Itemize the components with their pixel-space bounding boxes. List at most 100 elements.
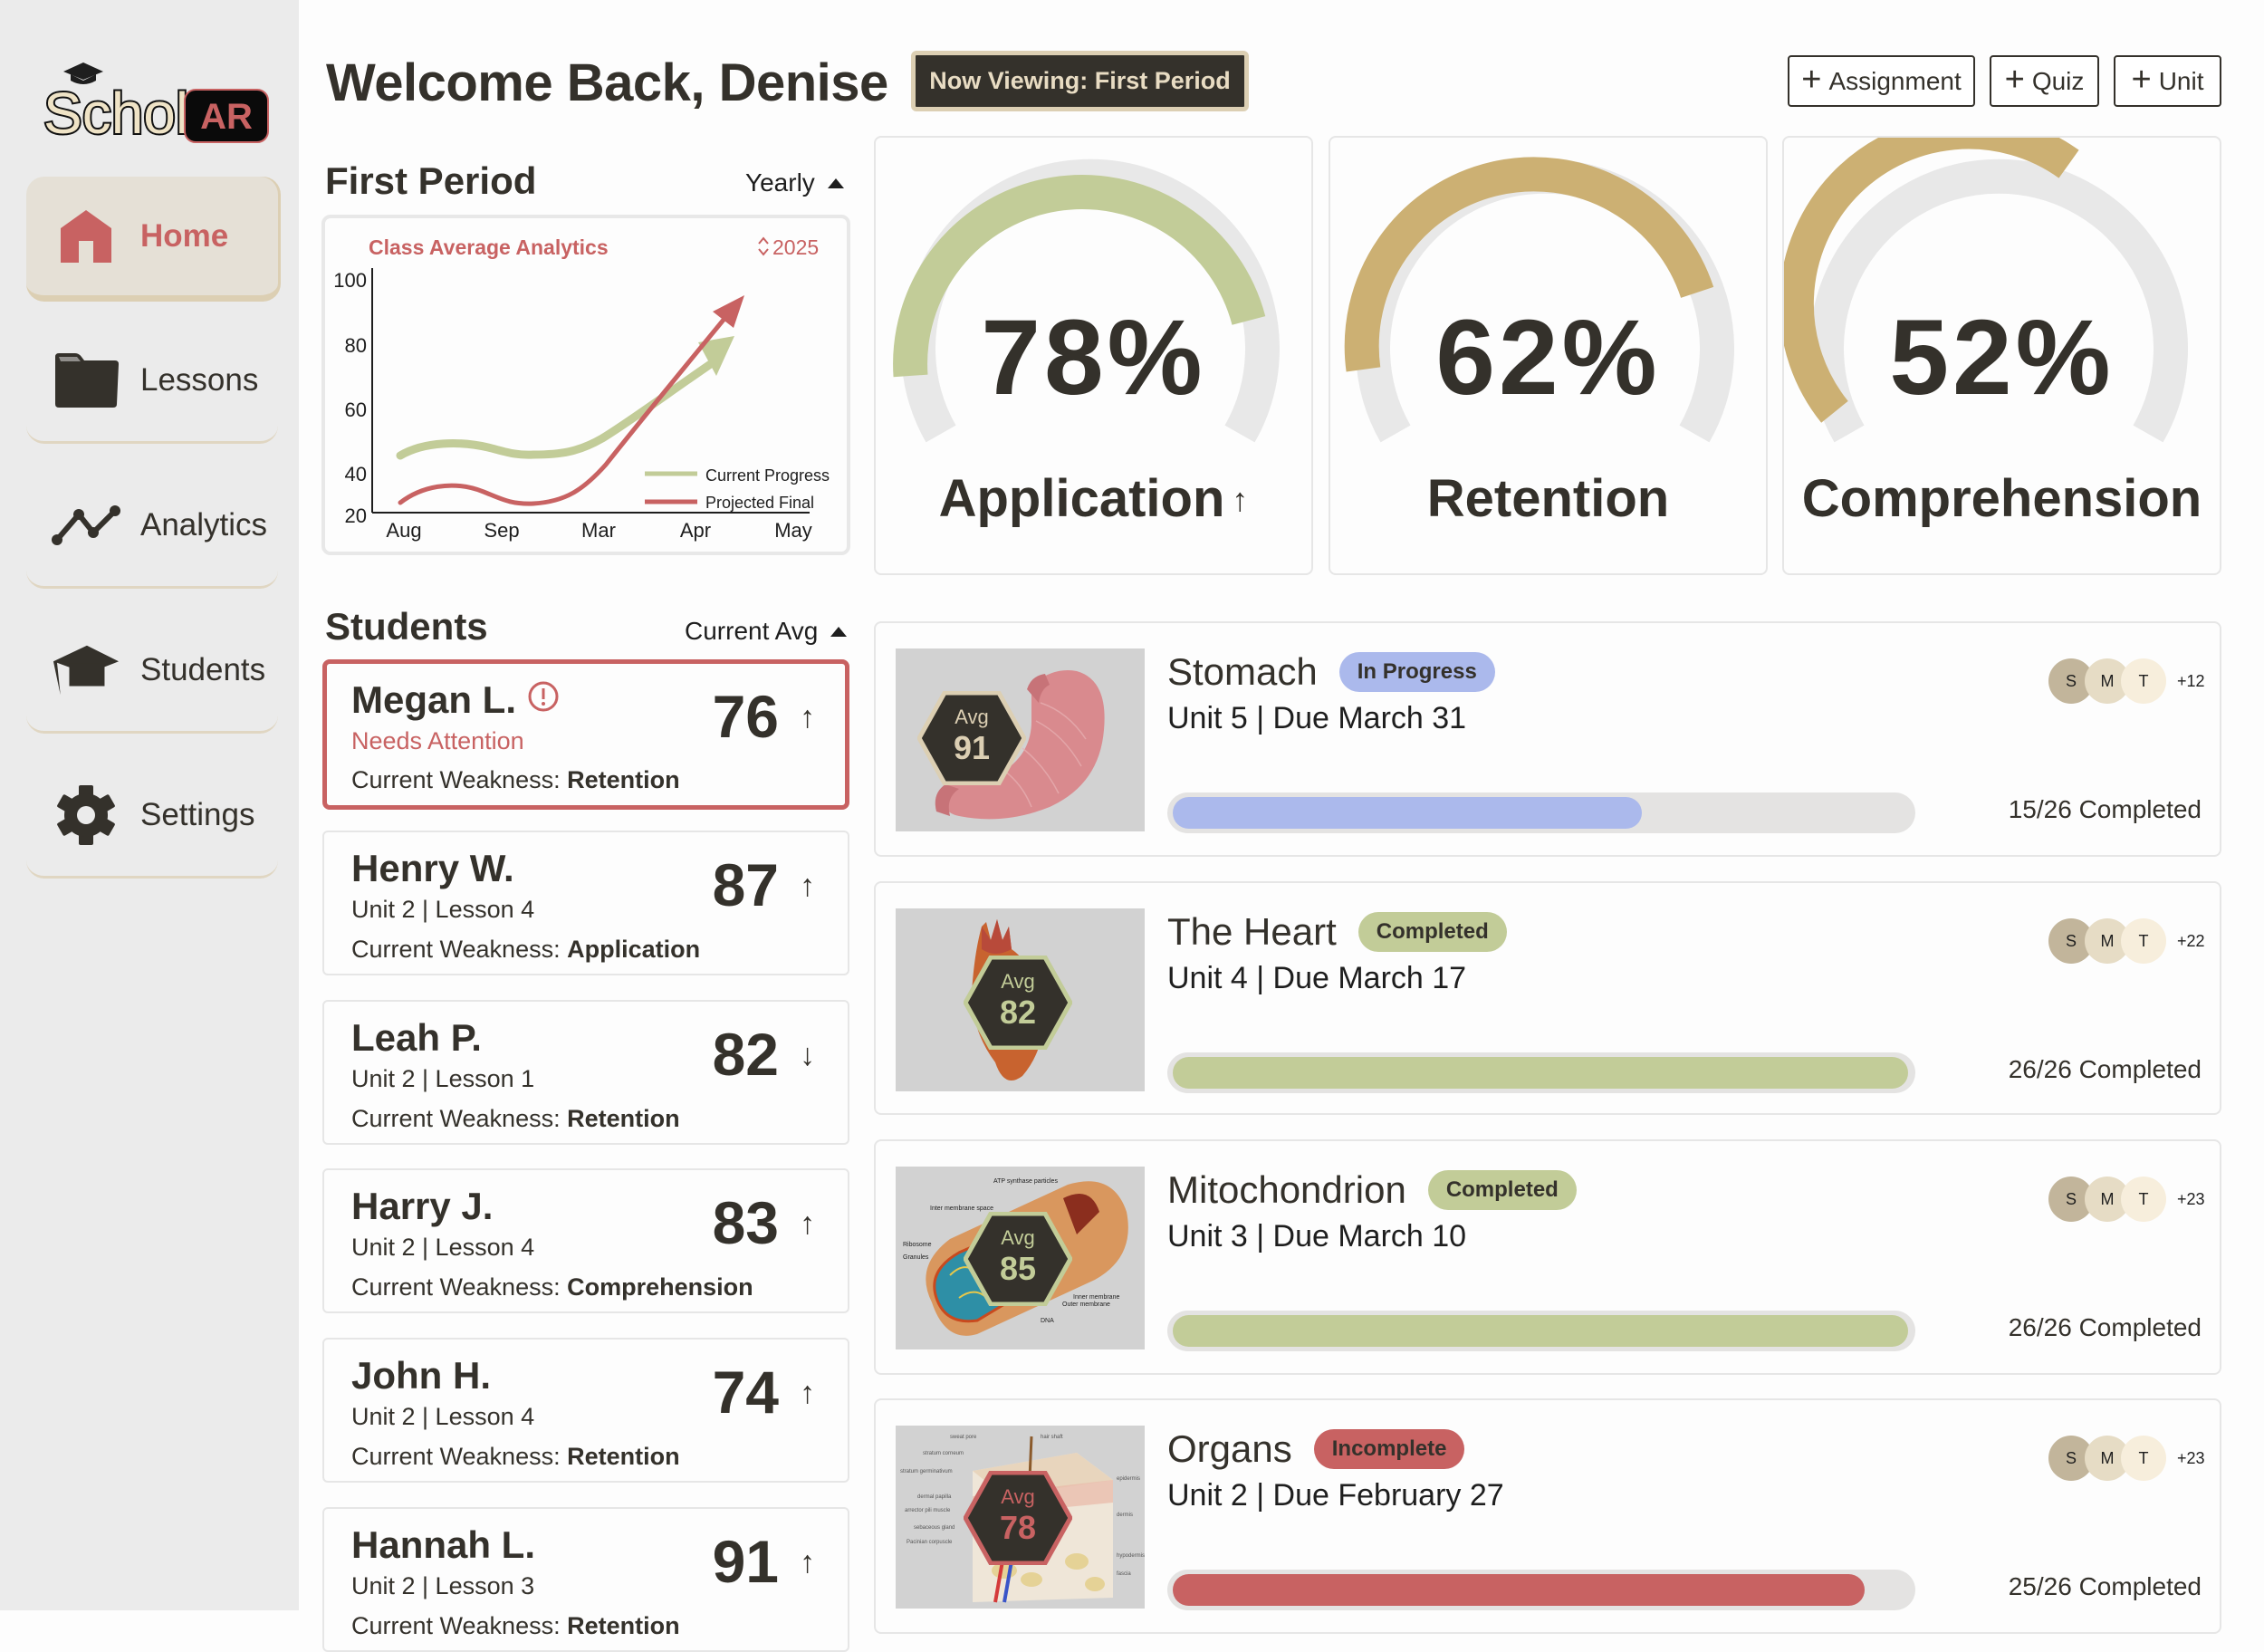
now-viewing-badge[interactable]: Now Viewing: First Period <box>911 51 1249 111</box>
svg-text:2025: 2025 <box>772 235 819 259</box>
svg-text:Granules: Granules <box>903 1254 929 1261</box>
completed-count: 26/26 Completed <box>2008 1055 2202 1083</box>
sidebar-item-label: Lessons <box>140 361 259 398</box>
svg-text:arrector pili muscle: arrector pili muscle <box>905 1508 951 1513</box>
svg-text:Schol: Schol <box>43 81 188 145</box>
sidebar-item-label: Analytics <box>140 506 268 543</box>
gauge-comprehension[interactable]: 52% Comprehension <box>1782 136 2221 575</box>
student-name: John H. <box>351 1354 491 1397</box>
current-avg-sort[interactable]: Current Avg <box>685 617 848 646</box>
app-logo[interactable]: Schol AR <box>38 50 273 148</box>
gauge-ring <box>893 158 1280 443</box>
student-score: 74 <box>712 1359 779 1426</box>
lesson-title: The Heart <box>1167 910 1337 953</box>
home-icon <box>52 207 120 265</box>
svg-text:ATP synthase particles: ATP synthase particles <box>993 1178 1058 1185</box>
chart-title: Class Average Analytics <box>369 235 609 259</box>
student-card-hannah[interactable]: Hannah L. Unit 2 | Lesson 3 Current Weak… <box>322 1507 849 1652</box>
page-title: Welcome Back, Denise <box>326 53 888 112</box>
student-progress: Unit 2 | Lesson 3 <box>351 1572 535 1599</box>
student-name: Hannah L. <box>351 1523 536 1566</box>
sidebar-item-analytics[interactable]: Analytics <box>26 464 278 589</box>
lesson-subtitle: Unit 5 | Due March 31 <box>1167 701 1467 735</box>
gauge-value: 52% <box>1889 298 2115 418</box>
svg-text:Ribosome: Ribosome <box>903 1242 932 1248</box>
yearly-dropdown[interactable]: Yearly <box>745 168 844 197</box>
gauge-ring <box>1344 157 1734 443</box>
gauge-label: Retention <box>1426 469 1670 528</box>
lesson-card-mitochondrion[interactable]: ATP synthase particles Inter membrane spa… <box>874 1139 2221 1375</box>
more-count: +12 <box>2177 671 2205 690</box>
svg-text:May: May <box>774 519 812 542</box>
trend-up-icon: ↑ <box>800 1545 815 1580</box>
skin-diagram-image: sweat pore hair shaft stratum corneum strat… <box>896 1426 1145 1609</box>
sidebar-item-settings[interactable]: Settings <box>26 754 278 879</box>
caret-up-icon <box>827 178 844 188</box>
completed-count: 26/26 Completed <box>2008 1313 2202 1341</box>
student-score: 91 <box>712 1528 779 1595</box>
gauge-value: 78% <box>981 298 1206 418</box>
students-heading: Students <box>325 605 488 648</box>
sidebar-item-home[interactable]: Home <box>26 177 278 302</box>
plus-icon: + <box>2004 60 2025 99</box>
lesson-title: Stomach <box>1167 650 1318 693</box>
chart-legend: Current Progress Projected Final <box>645 466 830 512</box>
avatar-group[interactable]: S M T +22 <box>2048 917 2205 965</box>
sidebar-item-label: Students <box>140 651 266 687</box>
line-chart-icon <box>52 496 120 554</box>
svg-text:Pacinian corpuscle: Pacinian corpuscle <box>907 1540 953 1545</box>
lesson-subtitle: Unit 4 | Due March 17 <box>1167 961 1467 995</box>
student-card-henry[interactable]: Henry W. Unit 2 | Lesson 4 Current Weakn… <box>322 831 849 975</box>
svg-text:sweat pore: sweat pore <box>950 1435 977 1440</box>
svg-text:Aug: Aug <box>386 519 421 542</box>
trend-up-icon: ↑ <box>800 1376 815 1410</box>
series-current-progress <box>396 357 719 460</box>
svg-text:100: 100 <box>333 269 367 292</box>
lesson-card-stomach[interactable]: Avg 91 Stomach In Progress Unit 5 | Due … <box>874 621 2221 857</box>
svg-text:Apr: Apr <box>680 519 711 542</box>
svg-text:Mar: Mar <box>581 519 616 542</box>
student-name: Megan L. <box>351 678 517 721</box>
progress-bar <box>1167 1311 1915 1351</box>
student-name: Harry J. <box>351 1185 494 1227</box>
completed-count: 15/26 Completed <box>2008 795 2202 823</box>
alert-icon <box>527 678 560 722</box>
year-selector[interactable]: 2025 <box>758 235 819 259</box>
add-quiz-button[interactable]: + Quiz <box>1990 55 2099 107</box>
student-weakness: Current Weakness: Retention <box>351 1612 680 1639</box>
add-assignment-button[interactable]: + Assignment <box>1788 55 1975 107</box>
progress-fill <box>1173 1574 1865 1606</box>
gauge-ring <box>1784 138 2188 443</box>
add-unit-button[interactable]: + Unit <box>2114 55 2221 107</box>
lesson-title: Mitochondrion <box>1167 1168 1406 1211</box>
student-weakness: Current Weakness: Application <box>351 936 701 963</box>
sidebar-item-students[interactable]: Students <box>26 609 278 734</box>
lesson-card-heart[interactable]: Avg 82 The Heart Completed Unit 4 | Due … <box>874 881 2221 1115</box>
svg-text:80: 80 <box>345 334 367 357</box>
svg-text:Sep: Sep <box>484 519 519 542</box>
status-badge: Incomplete <box>1313 1429 1465 1469</box>
student-card-leah[interactable]: Leah P. Unit 2 | Lesson 1 Current Weakne… <box>322 1000 849 1145</box>
svg-text:Current Progress: Current Progress <box>705 466 830 485</box>
trend-up-icon: ↑ <box>1232 481 1249 518</box>
student-weakness: Current Weakness: Retention <box>351 1443 680 1470</box>
sidebar-item-lessons[interactable]: Lessons <box>26 319 278 444</box>
student-progress: Unit 2 | Lesson 1 <box>351 1065 535 1092</box>
avatar-group[interactable]: S M T +12 <box>2048 658 2205 705</box>
svg-text:Inter membrane space: Inter membrane space <box>930 1205 993 1212</box>
more-count: +22 <box>2177 931 2205 950</box>
student-name: Leah P. <box>351 1016 482 1059</box>
avatar-group[interactable]: S M T +23 <box>2048 1176 2205 1223</box>
avatar-group[interactable]: S M T +23 <box>2048 1435 2205 1482</box>
avg-hexagon: Avg 85 <box>963 1211 1073 1307</box>
student-card-john[interactable]: John H. Unit 2 | Lesson 4 Current Weakne… <box>322 1338 849 1483</box>
student-score: 87 <box>712 851 779 918</box>
student-card-megan[interactable]: Megan L. Needs Attention Current Weaknes… <box>322 659 849 810</box>
gauge-retention[interactable]: 62% Retention <box>1329 136 1768 575</box>
lesson-card-organs[interactable]: sweat pore hair shaft stratum corneum strat… <box>874 1398 2221 1634</box>
student-card-harry[interactable]: Harry J. Unit 2 | Lesson 4 Current Weakn… <box>322 1168 849 1313</box>
svg-text:fascia: fascia <box>1117 1571 1131 1577</box>
svg-text:stratum corneum: stratum corneum <box>923 1451 964 1456</box>
student-name: Henry W. <box>351 847 514 889</box>
gauge-application[interactable]: 78% Application ↑ <box>874 136 1313 575</box>
